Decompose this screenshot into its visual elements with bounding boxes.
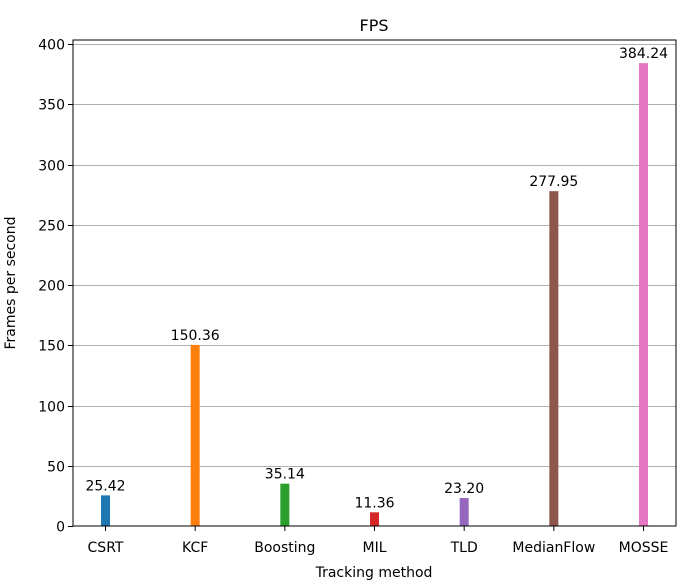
data-label-csrt: 25.42 <box>85 478 125 494</box>
x-tick-label: KCF <box>182 540 208 556</box>
y-tick-label: 400 <box>38 38 65 54</box>
chart-title: FPS <box>359 16 388 35</box>
bars <box>101 63 649 526</box>
x-tick-label: CSRT <box>88 540 124 556</box>
data-label-mosse: 384.24 <box>619 46 668 62</box>
bar-boosting <box>280 483 290 526</box>
bar-mil <box>370 512 380 526</box>
data-label-boosting: 35.14 <box>265 467 305 483</box>
y-tick-label: 200 <box>38 279 65 295</box>
y-tick-label: 50 <box>47 460 65 476</box>
data-label-mil: 11.36 <box>354 495 394 511</box>
x-tick-label: MOSSE <box>619 540 669 556</box>
y-axis-label: Frames per second <box>3 217 19 350</box>
bar-kcf <box>190 344 200 526</box>
y-tick-label: 0 <box>56 520 65 536</box>
x-axis-ticks: CSRT KCF Boosting MIL TLD MedianFlow MOSSE <box>88 526 669 556</box>
y-tick-label: 100 <box>38 400 65 416</box>
y-tick-label: 250 <box>38 219 65 235</box>
x-tick-label: MIL <box>363 540 387 556</box>
bar-mosse <box>639 63 649 526</box>
bar-medianflow <box>549 191 559 526</box>
x-tick-label: TLD <box>450 540 478 556</box>
data-labels: 25.42 150.36 35.14 11.36 23.20 277.95 384.24 <box>85 46 668 511</box>
data-label-tld: 23.20 <box>444 481 484 497</box>
data-label-kcf: 150.36 <box>171 328 220 344</box>
y-tick-label: 300 <box>38 159 65 175</box>
y-gridlines <box>73 44 676 467</box>
data-label-medianflow: 277.95 <box>529 174 578 190</box>
y-axis-ticks: 0 50 100 150 200 250 300 350 400 <box>38 38 73 536</box>
bar-tld <box>459 498 469 526</box>
x-tick-label: MedianFlow <box>512 540 595 556</box>
x-axis-label: Tracking method <box>315 565 433 581</box>
y-tick-label: 350 <box>38 98 65 114</box>
plot-frame <box>72 39 677 527</box>
y-tick-label: 150 <box>38 339 65 355</box>
x-tick-label: Boosting <box>254 540 315 556</box>
bar-csrt <box>101 495 110 526</box>
